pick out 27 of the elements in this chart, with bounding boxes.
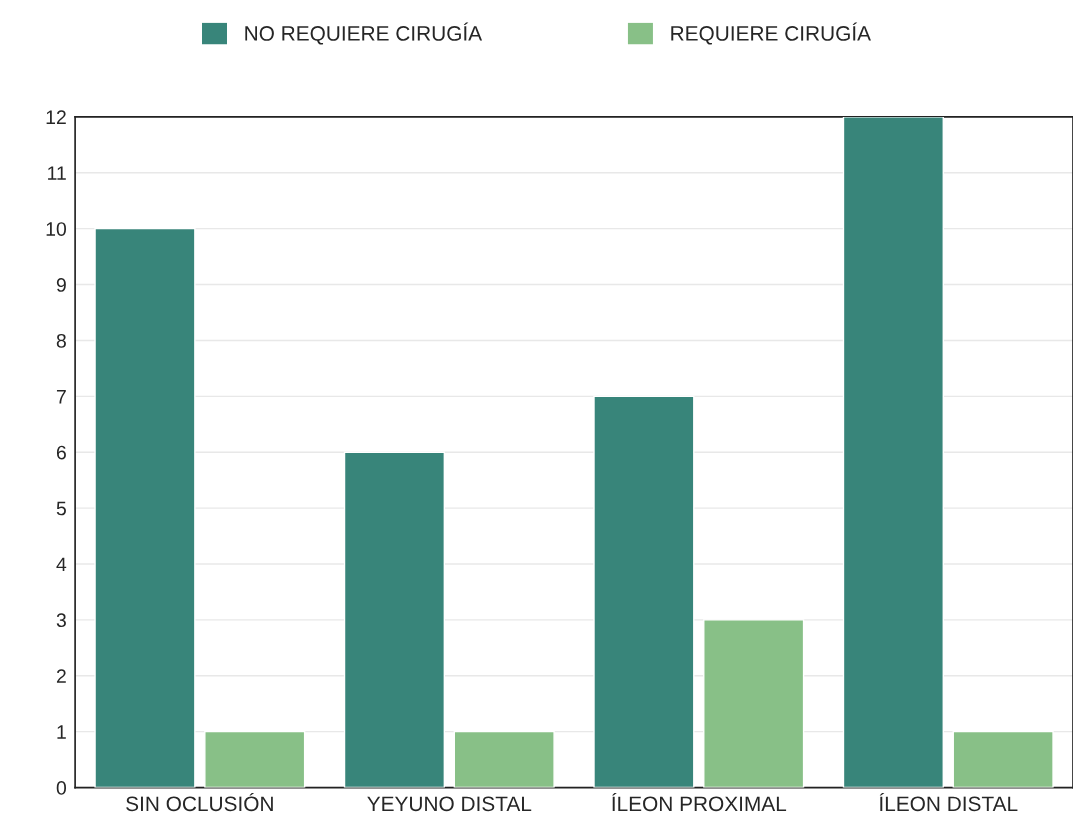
bar: [453, 730, 555, 788]
bar: [94, 227, 196, 788]
y-tick-label: 7: [56, 390, 66, 404]
y-tick-label: 11: [48, 166, 66, 180]
bar: [842, 116, 944, 788]
x-tick-label: ÍLEON DISTAL: [879, 792, 1018, 812]
x-tick-label: YEYUNO DISTAL: [367, 796, 532, 812]
y-tick-label: 1: [57, 725, 66, 739]
bar: [703, 619, 805, 788]
x-tick-label: ÍLEON PROXIMAL: [612, 792, 787, 812]
y-tick-label: 5: [56, 501, 66, 516]
y-tick-label: 8: [56, 333, 66, 348]
y-tick-label: 2: [56, 669, 66, 683]
y-tick-label: 9: [56, 278, 66, 292]
bar: [343, 451, 446, 788]
y-tick-label: 0: [56, 781, 67, 795]
y-tick-label: 10: [46, 222, 67, 236]
y-tick-label: 6: [56, 445, 66, 460]
y-tick-label: 4: [56, 557, 67, 572]
x-tick-label: SIN OCLUSIÓN: [126, 792, 273, 812]
y-tick-label: 3: [56, 613, 66, 628]
legend-label: REQUIERE CIRUGÍA: [671, 22, 871, 45]
y-tick-label: 12: [46, 110, 66, 124]
bar: [204, 730, 306, 788]
bar: [593, 395, 695, 788]
bar: [952, 730, 1054, 788]
legend-label: NO REQUIERE CIRUGÍA: [245, 22, 483, 45]
